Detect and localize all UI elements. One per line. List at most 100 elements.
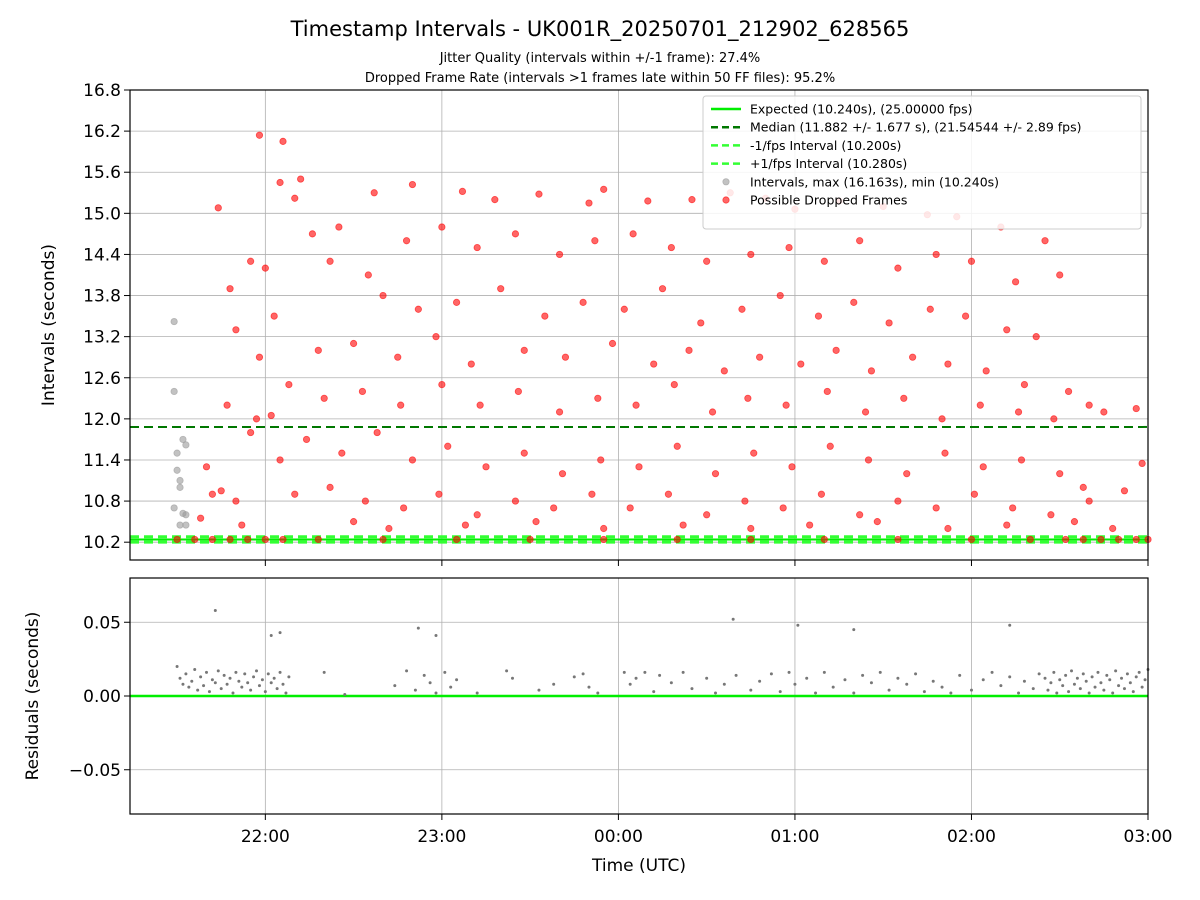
legend-entry-label: +1/fps Interval (10.280s) xyxy=(750,156,907,171)
residual-point xyxy=(793,682,797,686)
dropped-frame-point xyxy=(703,511,711,519)
residual-point xyxy=(922,690,926,694)
dropped-frame-point xyxy=(679,521,687,529)
dropped-frame-point xyxy=(708,408,717,416)
dropped-frame-point xyxy=(720,367,728,375)
dropped-frame-point xyxy=(302,435,311,444)
dropped-frame-point xyxy=(255,353,264,361)
dropped-frame-point xyxy=(823,387,831,396)
dropped-frame-point xyxy=(747,250,755,259)
x-tick-label: 22:00 xyxy=(241,827,290,847)
dropped-frame-point xyxy=(291,194,299,202)
dropped-frame-point xyxy=(1132,535,1140,544)
dropped-frame-point xyxy=(226,535,234,544)
dropped-frame-point xyxy=(756,353,764,361)
dropped-frame-point xyxy=(591,237,599,245)
dropped-frame-point xyxy=(473,511,481,519)
residual-point xyxy=(681,670,685,674)
residual-point xyxy=(405,669,409,673)
dropped-frame-point xyxy=(976,401,984,409)
dropped-frame-point xyxy=(608,339,617,348)
dropped-frame-point xyxy=(658,285,667,293)
residual-point xyxy=(537,688,541,692)
dropped-frame-point xyxy=(1079,535,1087,544)
dropped-frame-point xyxy=(1114,535,1123,544)
residual-point xyxy=(252,675,256,679)
residual-point xyxy=(713,691,717,695)
dropped-frame-point xyxy=(856,511,864,519)
dropped-frame-point xyxy=(673,442,681,450)
intervals-reference-lines xyxy=(130,425,1148,544)
dropped-frame-point xyxy=(1056,271,1064,279)
dropped-frame-point xyxy=(1132,404,1140,413)
dropped-frame-point xyxy=(967,535,976,544)
dropped-frame-point xyxy=(667,243,675,252)
dropped-frame-point xyxy=(373,428,381,437)
dropped-frame-point xyxy=(558,470,567,478)
dropped-frame-point xyxy=(806,521,814,529)
dropped-frame-point xyxy=(1032,333,1040,341)
dropped-frame-point xyxy=(1085,401,1093,409)
residual-point xyxy=(240,685,244,689)
legend-entry-label: Intervals, max (16.163s), min (10.240s) xyxy=(750,174,999,189)
y-tick-label: 16.2 xyxy=(83,122,121,142)
residual-point xyxy=(287,675,291,679)
dropped-frame-point xyxy=(414,305,422,313)
dropped-frame-point xyxy=(535,190,543,198)
dropped-frame-point xyxy=(461,521,470,529)
interval-point xyxy=(170,317,178,326)
residual-point xyxy=(1058,678,1062,682)
dropped-frame-point xyxy=(514,387,522,396)
residual-point xyxy=(204,670,208,674)
dropped-frame-point xyxy=(885,319,893,327)
intervals-plot: 10.2 10.8 11.4 12.0 12.6 13.2 13.8 14.4 15.0 15.6… xyxy=(39,81,1152,566)
y-tick-label: 0.05 xyxy=(83,613,121,633)
dropped-frame-point xyxy=(361,497,369,505)
dropped-frame-point xyxy=(826,442,834,450)
dropped-frame-point xyxy=(467,360,475,368)
dropped-frame-point xyxy=(244,535,252,544)
dropped-frame-point xyxy=(326,483,334,491)
dropped-frame-point xyxy=(776,291,784,300)
residual-point xyxy=(413,688,417,692)
dropped-frame-point xyxy=(664,490,673,498)
dropped-frame-point xyxy=(358,387,367,396)
dropped-frame-point xyxy=(926,305,934,313)
dropped-frame-point xyxy=(629,230,637,238)
residual-point xyxy=(1081,672,1085,676)
dropped-frame-point xyxy=(1062,535,1070,544)
residual-point xyxy=(552,682,556,686)
x-tick-label: 03:00 xyxy=(1124,827,1173,847)
residual-point xyxy=(284,691,288,695)
residual-point xyxy=(193,667,197,671)
residual-point xyxy=(213,608,217,612)
y-tick-label: 12.6 xyxy=(83,369,121,389)
residual-point xyxy=(634,676,638,680)
residual-point xyxy=(443,670,447,674)
dropped-frame-point xyxy=(747,524,755,533)
residuals-points xyxy=(175,608,1150,697)
dropped-frame-point xyxy=(864,456,873,464)
residual-point xyxy=(769,672,773,676)
dropped-frame-point xyxy=(291,490,299,498)
dropped-frame-point xyxy=(600,524,608,533)
legend-entry-label: Expected (10.240s), (25.00000 fps) xyxy=(750,102,972,117)
residual-point xyxy=(1134,675,1138,679)
dropped-frame-point xyxy=(285,381,293,389)
dropped-frame-point xyxy=(452,298,461,306)
dropped-frame-point xyxy=(314,346,322,354)
dropped-frame-point xyxy=(473,243,481,252)
dropped-frame-point xyxy=(894,264,902,272)
residual-point xyxy=(1061,684,1065,688)
residual-point xyxy=(275,687,279,691)
residual-point xyxy=(266,672,270,676)
dropped-frame-point xyxy=(379,535,387,544)
residual-point xyxy=(510,676,514,680)
dropped-frame-point xyxy=(279,137,287,145)
residual-point xyxy=(1072,682,1076,686)
dropped-frame-point xyxy=(400,504,408,512)
y-tick-label: 13.8 xyxy=(83,287,121,307)
residual-point xyxy=(175,665,179,668)
dropped-frame-point xyxy=(432,333,440,341)
residual-point xyxy=(234,670,238,674)
